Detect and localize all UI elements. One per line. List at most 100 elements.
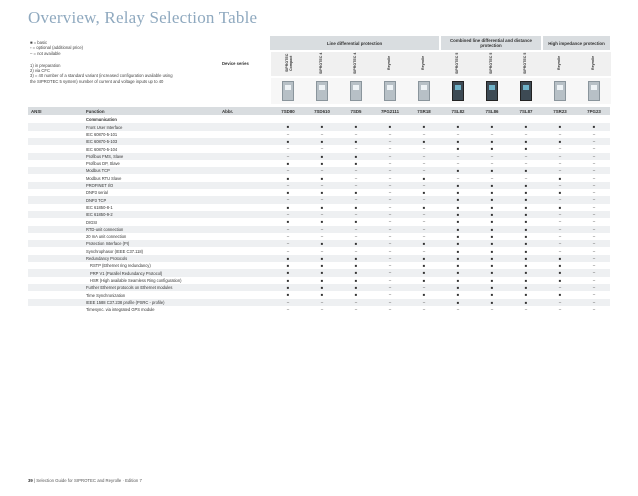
device-image <box>373 78 407 104</box>
availability-cell: – <box>558 131 562 137</box>
function-label: Modbus RTU Slave <box>86 175 122 181</box>
availability-cell: ■ <box>422 204 426 210</box>
availability-cell: – <box>558 168 562 174</box>
availability-cell: ■ <box>354 285 358 291</box>
function-label: DIGSI <box>86 219 98 225</box>
availability-cell: ■ <box>286 204 290 210</box>
device-image <box>475 78 509 104</box>
function-label: PRP V1 (Parallel Redundancy Protocol) <box>90 270 163 276</box>
table-row: Further Ethernet protocols on Ethernet m… <box>28 283 610 292</box>
availability-cell: – <box>286 233 290 239</box>
availability-cell: ■ <box>354 160 358 166</box>
table-row: RSTP (Ethernet ring redundancy) ■ ■ ■ – ■ ■ ■ ■ ■… <box>28 262 610 269</box>
availability-cell: ■ <box>354 139 358 145</box>
device-series-header: SIPROTEC 5 <box>441 52 475 76</box>
relay-display <box>421 85 427 90</box>
availability-cell: ■ <box>320 160 324 166</box>
availability-cell: – <box>592 233 596 239</box>
table-row: 20 mA unit connection – – – – – ■ ■ ■ – – <box>28 233 610 240</box>
function-label: IEC 61850-8-1 <box>86 204 113 210</box>
device-series-header: SIPROTEC 4 <box>339 52 373 76</box>
device-series-header: SIPROTEC 4 <box>305 52 339 76</box>
availability-cell: – <box>592 204 596 210</box>
function-label: DNP3 TCP <box>86 197 107 203</box>
availability-cell: – <box>422 226 426 232</box>
col-model: 7SL86 <box>485 108 499 114</box>
table-row: Redundancy Protocols ■ ■ ■ – ■ ■ ■ ■ ■ – <box>28 254 610 262</box>
availability-cell: ■ <box>558 292 562 298</box>
availability-cell: ■ <box>456 226 460 232</box>
availability-cell: – <box>456 160 460 166</box>
availability-cell: – <box>320 146 324 152</box>
relay-display <box>353 85 359 90</box>
availability-cell: – <box>354 175 358 181</box>
availability-cell: – <box>422 182 426 188</box>
device-image <box>577 78 611 104</box>
table-row: HSR (High available Seamless Ring config… <box>28 277 610 284</box>
availability-cell: – <box>422 160 426 166</box>
availability-cell: ■ <box>524 226 528 232</box>
function-label: Modbus TCP <box>86 168 110 174</box>
device-image <box>339 78 373 104</box>
availability-cell: ■ <box>456 182 460 188</box>
availability-cell: – <box>558 219 562 225</box>
device-image <box>271 78 305 104</box>
col-ansi: ANSI <box>31 108 42 114</box>
availability-cell: ■ <box>422 139 426 145</box>
device-image <box>509 78 543 104</box>
availability-cell: – <box>558 285 562 291</box>
legend: ■ = basic ▫ = optional (additional price… <box>30 40 230 56</box>
table-row: DNP3 TCP – – – – – ■ ■ ■ – – <box>28 196 610 204</box>
availability-cell: ■ <box>490 248 494 254</box>
function-label: DNP3 serial <box>86 190 108 196</box>
device-series-header: Reyrolle <box>407 52 441 76</box>
availability-cell: – <box>422 219 426 225</box>
table-row: Synchrophasor (IEEE C37.118) – – – – – ■ ■ ■ – – <box>28 247 610 254</box>
table-row: Modbus TCP – – – – – ■ ■ ■ – – <box>28 167 610 175</box>
availability-cell: – <box>592 248 596 254</box>
availability-cell: ■ <box>524 233 528 239</box>
device-series-name: SIPROTEC 4 <box>353 52 357 74</box>
footer-text: Selection Guide for SIPROTEC and Reyroll… <box>36 478 142 483</box>
availability-cell: – <box>388 233 392 239</box>
col-abbr: Abbr. <box>222 108 234 114</box>
availability-cell: – <box>592 182 596 188</box>
availability-cell: – <box>490 153 494 159</box>
availability-cell: ■ <box>286 190 290 196</box>
availability-cell: – <box>592 270 596 276</box>
availability-cell: – <box>422 131 426 137</box>
function-label: PROFINET I/O <box>86 183 114 189</box>
function-label: IEC 60870-5-101 <box>86 131 118 137</box>
availability-cell: – <box>388 160 392 166</box>
availability-cell: ■ <box>490 299 494 305</box>
availability-cell: ■ <box>286 285 290 291</box>
availability-cell: – <box>592 175 596 181</box>
availability-cell: – <box>558 212 562 218</box>
availability-cell: – <box>388 241 392 247</box>
availability-cell: – <box>456 175 460 181</box>
footnote: the SIPROTEC 5 system) number of current… <box>30 78 164 84</box>
availability-cell: ■ <box>490 190 494 196</box>
table-header: ANSI Function Abbr. 7SD80 7SD610 7SD5 7PG21… <box>28 107 610 115</box>
availability-cell: ■ <box>320 292 324 298</box>
availability-cell: ■ <box>456 299 460 305</box>
table-row: Time Synchronization ■ ■ ■ – ■ ■ ■ ■ ■ – <box>28 291 610 298</box>
availability-cell: ■ <box>320 277 324 283</box>
availability-cell: – <box>592 160 596 166</box>
function-label: 20 mA unit connection <box>86 234 127 240</box>
availability-cell: – <box>388 270 392 276</box>
availability-cell: – <box>354 306 358 312</box>
col-model: 7SD5 <box>350 108 362 114</box>
availability-cell: – <box>354 212 358 218</box>
availability-cell: – <box>592 241 596 247</box>
availability-cell: – <box>558 182 562 188</box>
availability-cell: ■ <box>456 233 460 239</box>
relay-device-picture <box>418 81 430 101</box>
availability-cell: ■ <box>490 212 494 218</box>
relay-device-picture <box>316 81 328 101</box>
availability-cell: ■ <box>354 204 358 210</box>
function-label: Timesync. via integrated GPS module <box>86 307 155 313</box>
device-series-name: SIPROTEC Compact <box>285 53 293 73</box>
availability-cell: – <box>456 153 460 159</box>
availability-cell: – <box>524 160 528 166</box>
